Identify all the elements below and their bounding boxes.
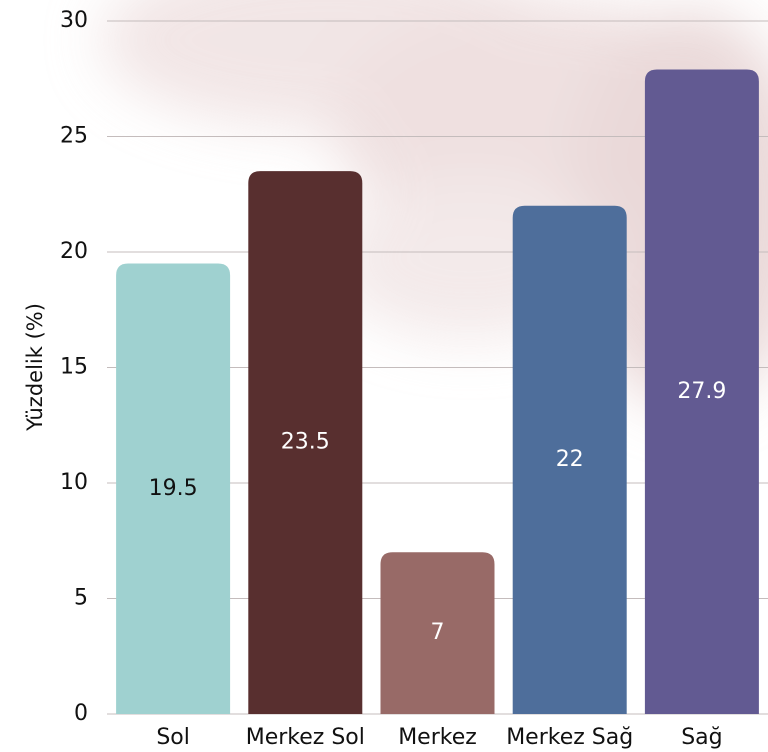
x-category-label: Merkez Sol <box>246 725 365 750</box>
bar <box>248 171 363 714</box>
y-axis-title: Yüzdelik (%) <box>23 303 47 432</box>
bar <box>380 552 495 714</box>
x-category-label: Merkez <box>398 725 477 750</box>
y-axis-ticks: 0 5 10 15 20 25 30 <box>60 8 88 726</box>
y-tick-label: 5 <box>74 586 88 611</box>
bar <box>644 69 759 714</box>
category-labels: Sol Merkez Sol Merkez Merkez Sağ Sağ <box>156 725 722 750</box>
y-tick-label: 25 <box>60 124 88 149</box>
x-category-label: Sağ <box>681 725 722 750</box>
y-tick-label: 0 <box>74 701 88 726</box>
y-tick-label: 30 <box>60 8 88 33</box>
bars <box>116 69 759 715</box>
y-tick-label: 10 <box>60 470 88 495</box>
bar-value-label: 23.5 <box>281 430 330 455</box>
y-tick-label: 15 <box>60 355 88 380</box>
bar-value-label: 27.9 <box>677 379 726 404</box>
bar <box>116 263 231 714</box>
bar-value-label: 19.5 <box>149 476 198 501</box>
x-category-label: Merkez Sağ <box>506 725 633 750</box>
y-tick-label: 20 <box>60 239 88 264</box>
bar-value-label: 7 <box>431 620 445 645</box>
value-labels: 19.5 23.5 7 22 27.9 <box>149 379 727 645</box>
bar <box>512 205 627 715</box>
bar-value-label: 22 <box>556 447 584 472</box>
x-category-label: Sol <box>156 725 190 750</box>
